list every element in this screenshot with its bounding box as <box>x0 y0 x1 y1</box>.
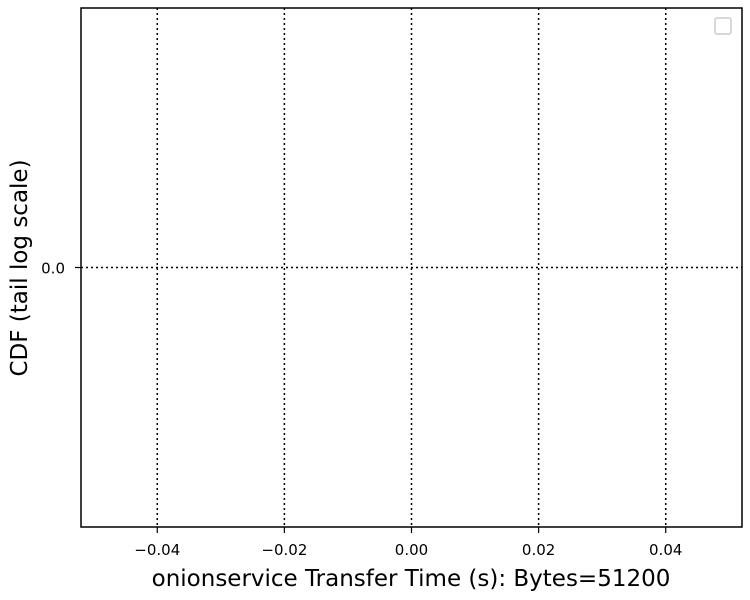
x-tick-label: 0.00 <box>395 541 428 559</box>
y-axis-label: CDF (tail log scale) <box>7 159 33 376</box>
x-tick-label: −0.04 <box>134 541 180 559</box>
x-tick-label: −0.02 <box>261 541 307 559</box>
x-tick-label: 0.04 <box>649 541 682 559</box>
y-axis-ticks: 0.0 <box>41 260 81 278</box>
x-tick-label: 0.02 <box>522 541 555 559</box>
x-gridlines <box>156 8 667 527</box>
legend-box <box>714 17 732 35</box>
y-tick-label: 0.0 <box>41 260 65 278</box>
x-axis-label: onionservice Transfer Time (s): Bytes=51… <box>152 566 671 592</box>
x-axis-ticks: −0.04 −0.02 0.00 0.02 0.04 <box>134 527 682 559</box>
